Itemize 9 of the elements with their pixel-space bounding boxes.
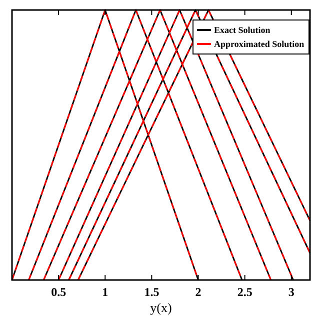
x-tick-label: 3 — [288, 285, 294, 299]
legend-label: Approximated Solution — [214, 39, 304, 49]
x-tick-label: 1 — [102, 285, 108, 299]
x-tick-label: 2.5 — [237, 285, 252, 299]
x-tick-label: 1.5 — [144, 285, 160, 299]
legend-label: Exact Solution — [214, 25, 270, 35]
x-axis-title: y(x) — [150, 300, 172, 315]
x-tick-label: 2 — [195, 285, 202, 299]
x-tick-label: 0.5 — [51, 285, 66, 299]
